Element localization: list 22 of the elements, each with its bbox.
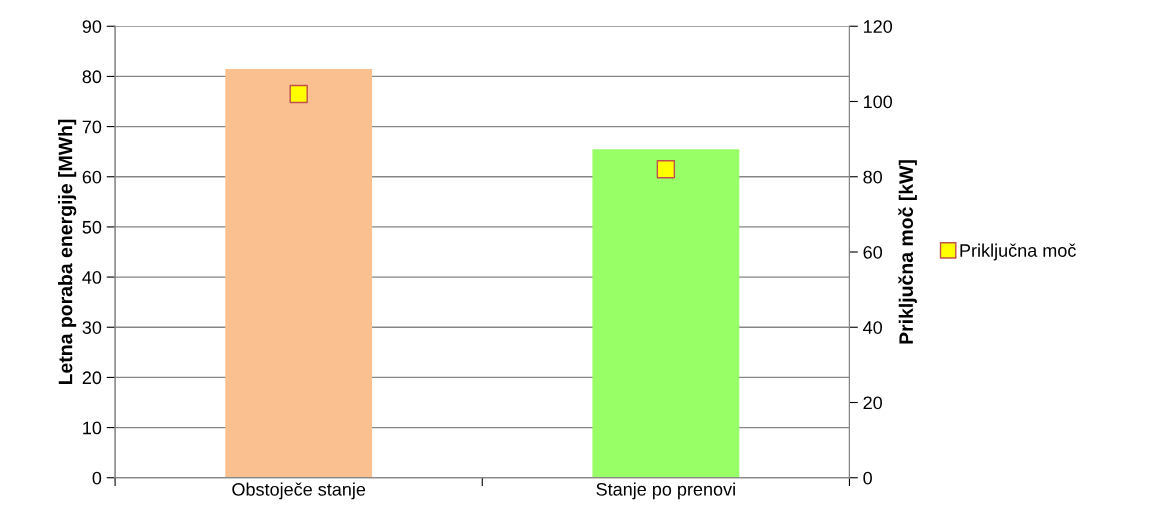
y2-tick-label: 120 [864,20,893,33]
y-tick-label: 0 [92,471,102,485]
x-tick-label: Stanje po prenovi [596,482,735,500]
y2-tick-label: 100 [864,95,893,109]
y-axis-title: Letna poraba energije [MWh] [58,119,77,385]
y-tick-label: 20 [82,371,102,385]
y-tick-label: 30 [82,321,102,334]
y2-tick-label: 0 [863,471,872,485]
legend-label: Priključna moč [960,243,1076,261]
y-tick-label: 10 [83,421,102,435]
x-tick-label: Obstoječe stanje [232,482,366,500]
y2-tick-label: 80 [863,170,883,184]
y-tick-label: 40 [82,271,102,284]
y2-tick-label: 60 [863,245,883,259]
y-tick-label: 90 [82,20,102,33]
y-tick-label: 60 [82,170,102,184]
y2-axis-title: Priključna moč [kW] [898,160,917,344]
y-tick-label: 70 [82,120,102,134]
y-tick-label: 80 [82,70,102,84]
y-tick-label: 50 [82,220,102,234]
y2-tick-label: 40 [863,321,883,334]
y2-tick-label: 20 [863,396,883,410]
